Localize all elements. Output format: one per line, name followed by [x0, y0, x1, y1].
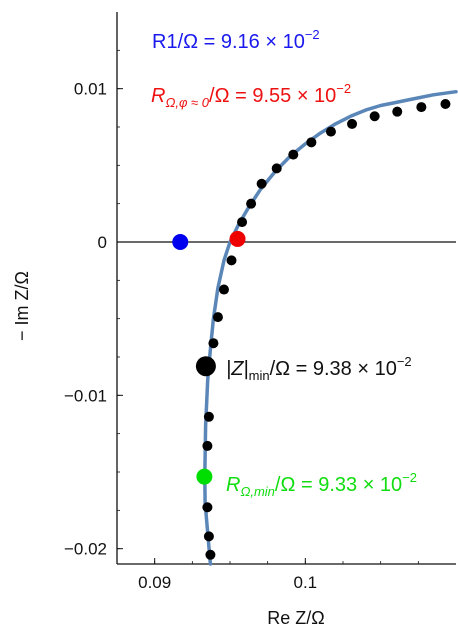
y-axis-title: − Im Z/Ω	[12, 271, 32, 341]
data-point	[288, 149, 299, 160]
data-point	[212, 312, 223, 323]
y-tick-label: 0	[98, 233, 107, 252]
data-points	[202, 99, 451, 560]
annotation-z-min: |Z|min/Ω = 9.38 × 10−2	[226, 354, 412, 383]
data-point	[440, 99, 451, 109]
data-point	[203, 411, 214, 422]
y-tick-label: −0.01	[64, 386, 107, 405]
highlight-point	[195, 356, 216, 377]
data-point	[202, 502, 213, 513]
data-point	[416, 102, 427, 113]
annotation-r-phi-zero: RΩ,φ ≈ 0/Ω = 9.55 × 10−2	[151, 81, 351, 110]
data-point	[226, 255, 237, 266]
annotation-r1: R1/Ω = 9.16 × 10−2	[152, 27, 320, 53]
data-point	[271, 163, 282, 174]
data-point	[203, 531, 214, 542]
y-tick-label: 0.01	[74, 80, 107, 99]
fit-curve	[203, 89, 458, 566]
data-point	[392, 106, 403, 117]
data-point	[237, 217, 248, 228]
data-point	[347, 118, 358, 129]
data-point	[208, 338, 219, 349]
tick-labels: 0.09 0.1 0.01 0 −0.01 −0.02	[64, 80, 317, 592]
fit-curve-path	[203, 89, 458, 566]
highlight-point	[229, 230, 246, 247]
data-point	[205, 549, 216, 560]
data-point	[246, 198, 257, 209]
x-axis-title: Re Z/Ω	[267, 608, 324, 628]
highlight-point	[172, 234, 189, 250]
data-point	[256, 178, 267, 189]
annotation-r-min: RΩ,min/Ω = 9.33 × 10−2	[226, 470, 417, 499]
x-tick-label: 0.1	[294, 573, 318, 592]
highlight-points	[172, 230, 246, 485]
data-point	[325, 126, 336, 137]
data-point	[369, 111, 380, 122]
data-point	[306, 137, 317, 148]
data-point	[202, 440, 213, 451]
y-tick-label: −0.02	[64, 540, 107, 559]
data-point	[218, 284, 229, 295]
x-tick-label: 0.09	[138, 573, 171, 592]
highlight-point	[196, 468, 213, 485]
